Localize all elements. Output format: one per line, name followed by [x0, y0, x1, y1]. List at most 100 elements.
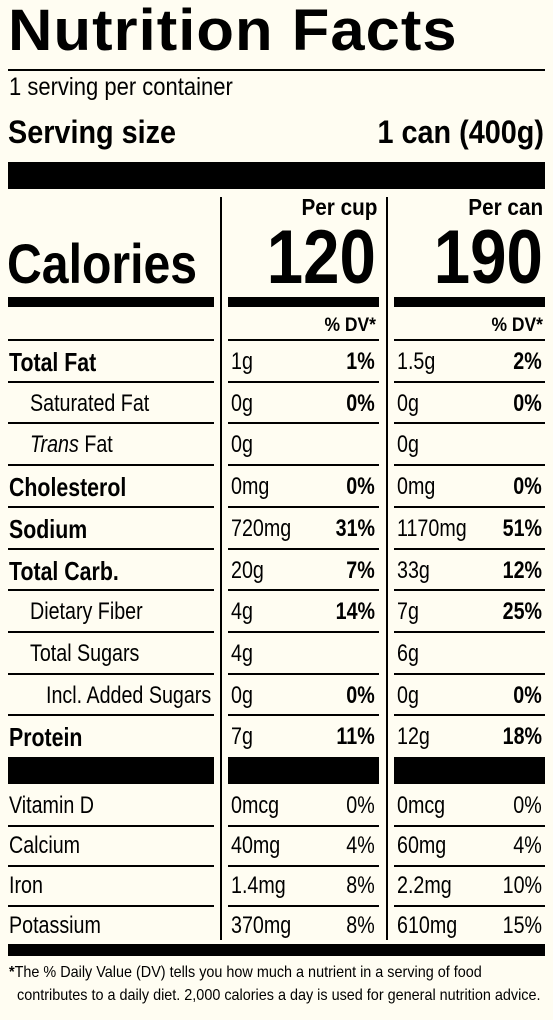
- amount-per-cup: 720mg: [231, 514, 292, 542]
- footnote-line-1: *The % Daily Value (DV) tells you how mu…: [9, 964, 482, 981]
- dv-per-can: 0%: [513, 389, 542, 417]
- amount-per-can: 0g: [397, 431, 419, 459]
- calories-bar-cup: [228, 297, 379, 307]
- calories-per-can: 190: [433, 215, 543, 300]
- thick-divider-top: [8, 162, 545, 189]
- row-rule-cup: [228, 422, 379, 425]
- nutrient-label: Incl. Added Sugars: [46, 681, 212, 709]
- row-rule-cup: [228, 505, 379, 508]
- vitamin-dv-per-cup: 4%: [346, 832, 375, 859]
- vitamin-label: Iron: [9, 872, 43, 899]
- row-rule-can: [394, 714, 545, 717]
- row-rule-label: [8, 589, 214, 592]
- amount-per-cup: 20g: [231, 556, 264, 584]
- vitamin-divider-can: [394, 757, 545, 784]
- amount-per-cup: 0g: [231, 389, 253, 417]
- vitamin-rule-can: [394, 865, 545, 867]
- vitamin-dv-per-can: 4%: [513, 832, 542, 859]
- amount-per-cup: 4g: [231, 639, 253, 667]
- amount-per-can: 0g: [397, 389, 419, 417]
- nutrient-label: Sodium: [9, 513, 88, 544]
- row-rule-can: [394, 505, 545, 508]
- row-rule-can: [394, 464, 545, 467]
- amount-per-can: 12g: [397, 723, 430, 751]
- serving-size-value: 1 can (400g): [377, 114, 544, 150]
- row-rule-can: [394, 547, 545, 550]
- row-rule-label: [8, 505, 214, 508]
- dv-per-cup: 1%: [346, 348, 375, 375]
- thick-divider-bottom: [8, 944, 545, 956]
- vitamin-rule-cup: [228, 865, 379, 867]
- row-rule-cup: [228, 589, 379, 592]
- amount-per-can: 33g: [397, 556, 430, 584]
- dv-header-can: % DV*: [491, 315, 543, 336]
- calories-label: Calories: [7, 232, 198, 295]
- vitamin-dv-per-can: 0%: [513, 792, 542, 819]
- row-rule-label: [8, 714, 214, 717]
- row-rule-can: [394, 672, 545, 675]
- vitamin-rule-label: [8, 825, 214, 827]
- amount-per-cup: 0mg: [231, 473, 270, 501]
- row-rule-cup: [228, 380, 379, 383]
- column-separator-2: [386, 197, 388, 940]
- vitamin-amount-per-can: 60mg: [397, 832, 447, 859]
- row-rule-cup: [228, 464, 379, 467]
- row-rule-label: [8, 380, 214, 383]
- row-rule-cup: [228, 672, 379, 675]
- vitamin-amount-per-can: 0mcg: [397, 792, 446, 819]
- title-rule: [8, 69, 545, 71]
- vitamin-amount-per-can: 610mg: [397, 912, 458, 939]
- nutrient-label: Protein: [9, 722, 83, 753]
- nutrient-label: Trans Fat: [30, 431, 113, 459]
- row-rule-label: [8, 547, 214, 550]
- footnote-line-2: contributes to a daily diet. 2,000 calor…: [17, 987, 541, 1004]
- row-rule-label: [8, 464, 214, 467]
- row-rule-cup: [228, 547, 379, 550]
- serving-size-label: Serving size: [8, 114, 177, 150]
- vitamin-amount-per-cup: 0mcg: [231, 792, 280, 819]
- amount-per-can: 7g: [397, 598, 419, 626]
- per-can-header: Per can: [468, 194, 543, 220]
- dv-per-cup: 0%: [346, 681, 375, 709]
- vitamin-rule-cup: [228, 905, 379, 907]
- amount-per-can: 1.5g: [397, 348, 436, 375]
- dv-per-cup: 7%: [346, 556, 375, 584]
- amount-per-cup: 7g: [231, 723, 253, 751]
- calories-per-cup: 120: [266, 215, 376, 300]
- row-rule-cup: [228, 714, 379, 717]
- row-rule-cup: [228, 339, 379, 341]
- vitamin-label: Potassium: [9, 912, 101, 939]
- nutrient-label: Total Carb.: [9, 555, 119, 586]
- vitamin-rule-can: [394, 825, 545, 827]
- amount-per-cup: 4g: [231, 598, 253, 626]
- vitamin-dv-per-can: 15%: [502, 912, 542, 939]
- column-separator-1: [220, 197, 222, 940]
- dv-per-cup: 11%: [336, 723, 375, 751]
- nutrient-label: Saturated Fat: [30, 389, 150, 417]
- dv-per-cup: 0%: [346, 473, 375, 501]
- amount-per-can: 1170mg: [397, 514, 467, 542]
- row-rule-label: [8, 339, 214, 341]
- dv-per-cup: 14%: [335, 598, 375, 626]
- vitamin-dv-per-cup: 8%: [346, 872, 375, 899]
- calories-bar-label: [8, 297, 214, 307]
- amount-per-can: 0mg: [397, 473, 436, 501]
- vitamin-rule-can: [394, 905, 545, 907]
- amount-per-can: 0g: [397, 681, 419, 709]
- nutrient-label: Cholesterol: [9, 472, 127, 503]
- vitamin-amount-per-can: 2.2mg: [397, 872, 452, 899]
- vitamin-rule-label: [8, 905, 214, 907]
- dv-per-can: 0%: [513, 473, 542, 501]
- vitamin-dv-per-cup: 0%: [346, 792, 375, 819]
- row-rule-can: [394, 630, 545, 633]
- row-rule-can: [394, 589, 545, 592]
- dv-per-cup: 0%: [346, 389, 375, 417]
- vitamin-divider-cup: [228, 757, 379, 784]
- nutrient-label: Dietary Fiber: [30, 598, 143, 626]
- vitamin-dv-per-cup: 8%: [346, 912, 375, 939]
- dv-per-can: 2%: [513, 348, 542, 375]
- dv-per-can: 51%: [502, 514, 542, 542]
- vitamin-amount-per-cup: 1.4mg: [231, 872, 286, 899]
- amount-per-can: 6g: [397, 639, 419, 667]
- row-rule-label: [8, 422, 214, 425]
